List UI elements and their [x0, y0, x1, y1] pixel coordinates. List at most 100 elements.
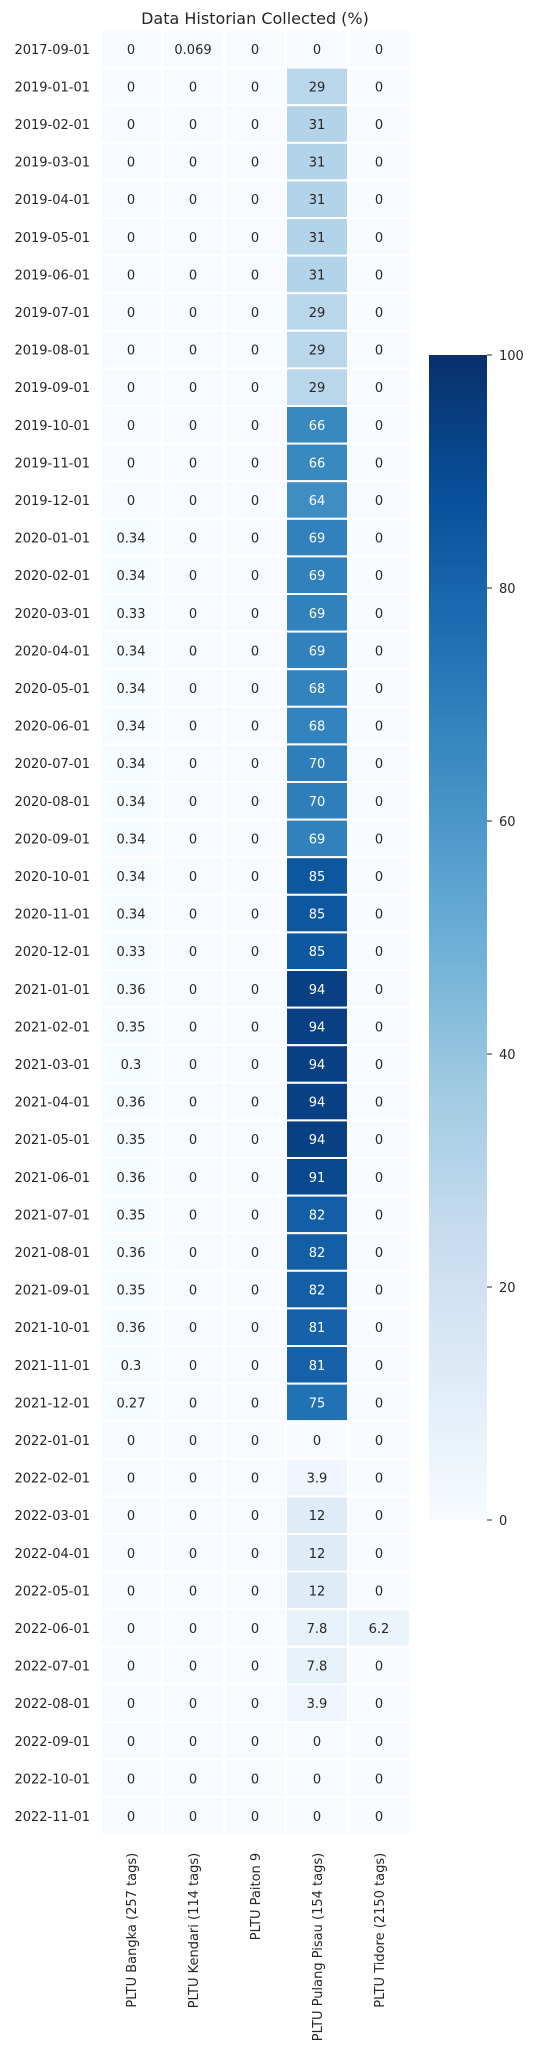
row-label: 2019-06-01 [14, 268, 90, 283]
heatmap-cell [99, 480, 163, 520]
heatmap-cell [161, 668, 225, 708]
heatmap-cell [99, 1232, 163, 1272]
heatmap-cell [99, 405, 163, 445]
cell-value-label: 0 [251, 607, 259, 622]
row-label: 2021-05-01 [14, 1133, 90, 1148]
cell-value-label: 0 [375, 268, 383, 283]
heatmap-cell [99, 1006, 163, 1047]
row-label: 2022-02-01 [14, 1472, 90, 1487]
cell-value-label: 82 [309, 1246, 326, 1261]
cell-value-label: 29 [309, 306, 326, 321]
heatmap-cell [285, 442, 349, 483]
colorbar-tick-label: 0 [499, 1514, 507, 1529]
heatmap-cell [99, 1570, 163, 1611]
cell-value-label: 0 [189, 795, 197, 810]
cell-value-label: 0 [189, 870, 197, 885]
heatmap-cell [285, 668, 349, 708]
cell-value-label: 0 [189, 156, 197, 171]
cell-value-label: 0 [375, 1810, 383, 1825]
cell-value-label: 0 [313, 43, 321, 58]
heatmap-cell [285, 1420, 349, 1460]
cell-value-label: 0.34 [117, 757, 146, 772]
cell-value-label: 0 [251, 193, 259, 208]
heatmap-cell [161, 969, 225, 1009]
cell-value-label: 0 [189, 1020, 197, 1035]
cell-value-label: 0 [251, 532, 259, 547]
cell-value-label: 85 [309, 908, 326, 923]
heatmap-cell [161, 743, 225, 784]
heatmap-cell [99, 442, 163, 483]
row-label: 2021-08-01 [14, 1246, 90, 1261]
heatmap-cell [223, 743, 287, 784]
colorbar-tick-label: 80 [499, 582, 516, 597]
cell-value-label: 0 [251, 1772, 259, 1787]
cell-value-label: 0 [313, 1735, 321, 1750]
heatmap-cell [161, 1495, 225, 1536]
heatmap-cell [347, 217, 411, 257]
heatmap-cell [347, 66, 411, 107]
cell-value-label: 0 [127, 494, 135, 509]
row-label: 2019-12-01 [14, 494, 90, 509]
cell-value-label: 0 [251, 1622, 259, 1637]
heatmap-cell [99, 630, 163, 671]
cell-value-label: 0 [375, 344, 383, 359]
cell-value-label: 0 [375, 1020, 383, 1035]
cell-value-label: 0 [189, 344, 197, 359]
chart-title: Data Historian Collected (%) [141, 9, 369, 28]
cell-value-label: 0 [251, 1735, 259, 1750]
row-label: 2020-03-01 [14, 607, 90, 622]
cell-value-label: 0 [189, 908, 197, 923]
column-label: PLTU Bangka (257 tags) [125, 1853, 140, 2008]
heatmap-cell [223, 593, 287, 633]
cell-value-label: 0 [127, 43, 135, 58]
cell-value-label: 0 [127, 1735, 135, 1750]
cell-value-label: 0 [251, 1472, 259, 1487]
cell-value-label: 81 [309, 1321, 326, 1336]
heatmap-cell [99, 1457, 163, 1498]
cell-value-label: 31 [309, 231, 326, 246]
heatmap-cell [347, 141, 411, 182]
heatmap-cell [161, 1006, 225, 1047]
cell-value-label: 0.36 [117, 983, 146, 998]
row-label: 2020-02-01 [14, 569, 90, 584]
heatmap-cell [347, 593, 411, 633]
heatmap-cell [161, 630, 225, 671]
cell-value-label: 0 [127, 419, 135, 434]
heatmap-cell [99, 893, 163, 934]
colorbar-tick-label: 60 [499, 815, 516, 830]
heatmap-cell [223, 367, 287, 407]
row-label: 2020-05-01 [14, 682, 90, 697]
cell-value-label: 0 [375, 757, 383, 772]
cell-value-label: 0 [375, 1284, 383, 1299]
cell-value-label: 0 [251, 1547, 259, 1562]
row-label: 2021-09-01 [14, 1284, 90, 1299]
cell-value-label: 0 [189, 757, 197, 772]
cell-value-label: 0 [189, 1735, 197, 1750]
row-label: 2021-11-01 [14, 1359, 90, 1374]
heatmap-cell [285, 1495, 349, 1536]
cell-value-label: 0 [375, 1509, 383, 1524]
row-label: 2019-07-01 [14, 306, 90, 321]
cell-value-label: 0 [375, 193, 383, 208]
cell-value-label: 0 [189, 1622, 197, 1637]
row-label: 2021-01-01 [14, 983, 90, 998]
cell-value-label: 0 [189, 1697, 197, 1712]
row-label: 2022-01-01 [14, 1434, 90, 1449]
cell-value-label: 70 [309, 795, 326, 810]
cell-value-label: 0 [251, 1434, 259, 1449]
row-label: 2020-12-01 [14, 945, 90, 960]
cell-value-label: 0 [251, 80, 259, 95]
heatmap-cell [347, 1345, 411, 1385]
cell-value-label: 0 [127, 1697, 135, 1712]
cell-value-label: 0 [375, 1735, 383, 1750]
heatmap-cell [347, 931, 411, 972]
cell-value-label: 0 [251, 720, 259, 735]
cell-value-label: 0 [251, 156, 259, 171]
heatmap-cells [99, 29, 411, 1836]
heatmap-cell [99, 254, 163, 295]
cell-value-label: 0 [375, 118, 383, 133]
cell-value-label: 69 [309, 832, 326, 847]
cell-value-label: 12 [309, 1547, 326, 1562]
cell-value-label: 0 [127, 1622, 135, 1637]
